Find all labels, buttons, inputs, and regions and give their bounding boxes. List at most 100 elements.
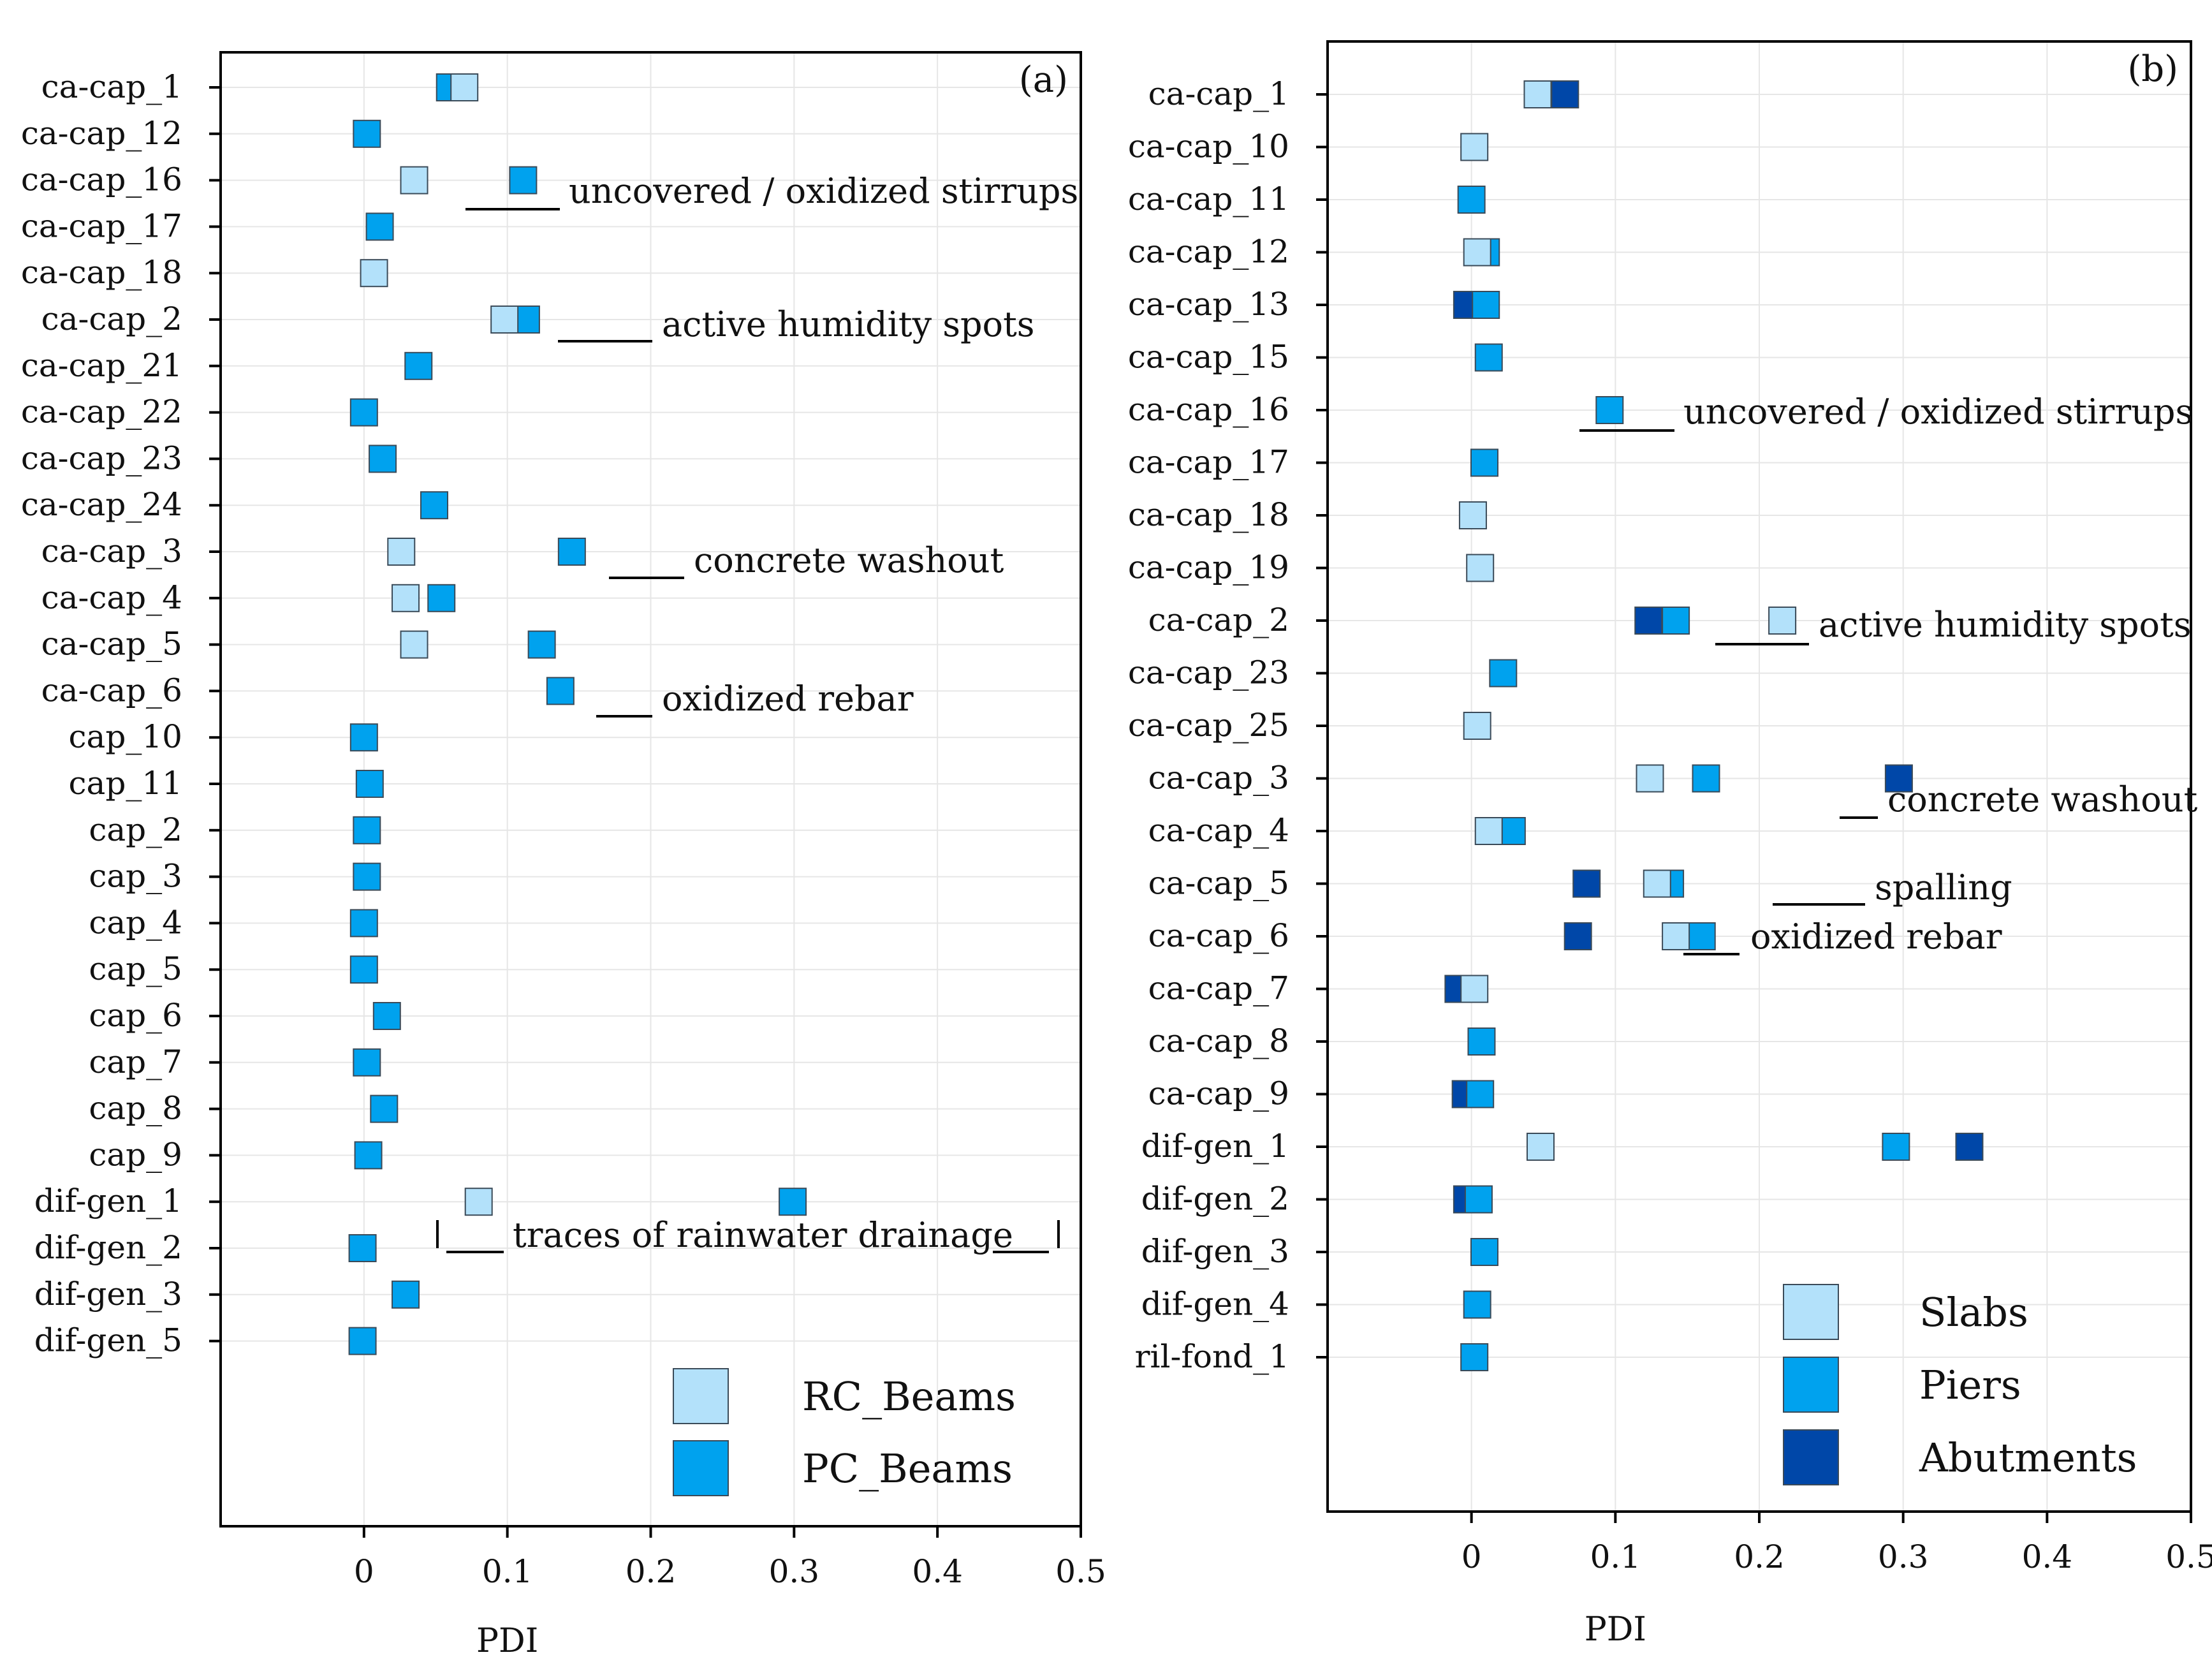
marker-slabs — [1636, 764, 1664, 793]
marker-slabs — [1662, 922, 1690, 950]
annotation-label: active humidity spots — [1819, 605, 2191, 645]
marker-rc-beams — [387, 538, 416, 566]
y-tick-label: cap_4 — [89, 904, 182, 941]
marker-rc-beams — [392, 584, 420, 612]
y-tick-label: ca-cap_16 — [1128, 391, 1289, 428]
marker-pc-beams — [404, 351, 433, 380]
x-tick-label: 0 — [354, 1553, 374, 1590]
annotation-label: uncovered / oxidized stirrups — [569, 171, 1078, 211]
marker-pc-beams — [348, 1234, 377, 1262]
y-tick-label: ca-cap_18 — [21, 254, 182, 291]
y-tick-label: ca-cap_12 — [1128, 233, 1289, 270]
marker-abutments — [1955, 1133, 1984, 1161]
marker-piers — [1464, 1185, 1493, 1214]
y-tick-label: dif-gen_4 — [1141, 1286, 1289, 1323]
y-tick-label: ca-cap_4 — [1148, 812, 1289, 849]
x-tick-label: 0.4 — [2022, 1538, 2073, 1575]
y-tick-label: ca-cap_22 — [21, 394, 182, 431]
marker-abutments — [1572, 869, 1601, 898]
marker-rc-beams — [400, 630, 428, 659]
marker-pc-beams — [392, 1280, 420, 1309]
y-tick-label: ca-cap_1 — [41, 68, 182, 105]
marker-pc-beams — [353, 862, 381, 891]
y-tick-label: ca-cap_7 — [1148, 970, 1289, 1007]
marker-pc-beams — [369, 445, 397, 473]
y-tick-label: ca-cap_2 — [1148, 601, 1289, 638]
marker-slabs — [1526, 1133, 1555, 1161]
y-tick-label: ca-cap_9 — [1148, 1075, 1289, 1112]
y-tick-label: ca-cap_17 — [1128, 444, 1289, 481]
marker-slabs — [1460, 975, 1489, 1003]
chart-panel-b: (b) ca-cap_1 ca-cap_10 ca-cap_11 ca-cap_12ca… — [1128, 40, 2212, 1649]
y-tick-label: cap_5 — [89, 950, 182, 987]
y-tick-label: ca-cap_8 — [1148, 1022, 1289, 1059]
marker-piers — [1882, 1133, 1910, 1161]
marker-piers — [1474, 343, 1503, 372]
marker-piers — [1470, 1238, 1498, 1266]
marker-rc-beams — [450, 73, 479, 101]
marker-pc-beams — [349, 909, 378, 938]
y-tick-label: cap_8 — [89, 1090, 182, 1127]
marker-rc-beams — [464, 1188, 493, 1216]
annotation-label: spalling — [1875, 867, 2012, 908]
y-tick-label: cap_6 — [89, 997, 182, 1034]
y-tick-label: ca-cap_2 — [41, 300, 182, 337]
marker-pc-beams — [354, 1141, 383, 1170]
x-tick-label: 0.1 — [482, 1553, 533, 1590]
marker-slabs — [1523, 80, 1552, 108]
y-tick-label: ca-cap_12 — [21, 115, 182, 152]
legend-label: RC_Beams — [802, 1373, 1016, 1420]
legend-swatch-abutments — [1783, 1429, 1839, 1485]
marker-slabs — [1463, 238, 1491, 267]
marker-pc-beams — [353, 119, 381, 148]
y-tick-label: ca-cap_3 — [1148, 760, 1289, 797]
marker-pc-beams — [349, 955, 378, 984]
y-tick-label: ca-cap_25 — [1128, 707, 1289, 744]
y-tick-label: ca-cap_17 — [21, 207, 182, 244]
x-tick-label: 0.5 — [1055, 1553, 1106, 1590]
marker-pc-beams — [557, 538, 586, 566]
marker-slabs — [1474, 817, 1503, 845]
legend-label: PC_Beams — [802, 1445, 1013, 1492]
marker-piers — [1466, 1080, 1495, 1108]
x-axis-label: PDI — [476, 1622, 538, 1660]
marker-piers — [1595, 396, 1624, 424]
marker-pc-beams — [365, 212, 394, 241]
marker-pc-beams — [353, 1048, 381, 1077]
marker-slabs — [1458, 501, 1487, 529]
annotation-label: concrete washout — [694, 540, 1004, 580]
legend-label: Slabs — [1919, 1289, 2028, 1336]
marker-slabs — [1460, 133, 1489, 161]
marker-rc-beams — [360, 259, 388, 288]
marker-pc-beams — [355, 770, 384, 798]
y-tick-label: ca-cap_15 — [1128, 339, 1289, 376]
y-tick-label: cap_7 — [89, 1043, 182, 1080]
x-tick-label: 0.2 — [626, 1553, 677, 1590]
y-tick-label: ca-cap_3 — [41, 533, 182, 570]
x-tick-label: 0.1 — [1590, 1538, 1641, 1575]
marker-pc-beams — [370, 1094, 399, 1123]
x-tick-label: 0.4 — [912, 1553, 963, 1590]
marker-rc-beams — [490, 306, 519, 334]
y-tick-label: ca-cap_10 — [1128, 128, 1289, 165]
marker-piers — [1472, 291, 1500, 319]
marker-pc-beams — [372, 1002, 401, 1030]
marker-piers — [1662, 607, 1690, 635]
marker-abutments — [1634, 607, 1663, 635]
chart-panel-a: (a) ca-cap_1 ca-cap_12 ca-cap_16 ca-cap_17ca… — [21, 51, 1106, 1660]
marker-piers — [1470, 448, 1498, 477]
y-tick-label: cap_2 — [89, 811, 182, 848]
legend-swatch-pc-beams — [673, 1440, 729, 1496]
y-tick-label: ril-fond_1 — [1135, 1338, 1289, 1375]
marker-slabs — [1466, 554, 1495, 582]
panel-label: (b) — [2127, 48, 2178, 90]
y-tick-label: dif-gen_3 — [1141, 1233, 1289, 1270]
marker-pc-beams — [349, 398, 378, 427]
y-tick-label: cap_9 — [89, 1136, 182, 1173]
marker-pc-beams — [509, 166, 538, 195]
legend-swatch-slabs — [1783, 1284, 1839, 1340]
marker-piers — [1460, 1343, 1489, 1371]
x-tick-label: 0.3 — [1878, 1538, 1929, 1575]
y-tick-label: dif-gen_2 — [1141, 1181, 1289, 1218]
